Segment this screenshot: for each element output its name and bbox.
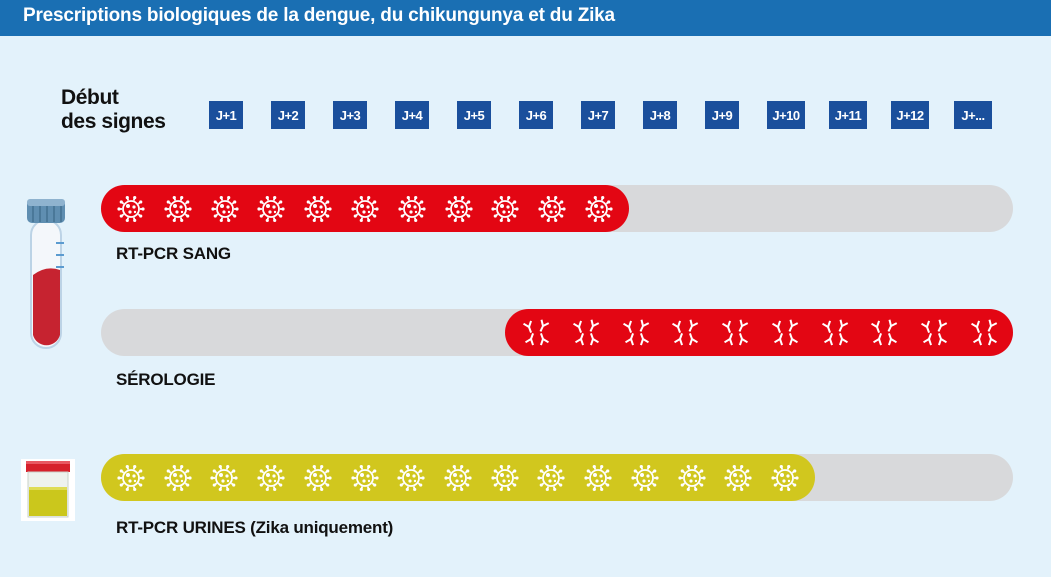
row-label-serologie: SÉROLOGIE	[116, 370, 216, 389]
virus-icon	[350, 464, 379, 492]
start-label-line1: Début	[61, 86, 119, 109]
antibody-icon	[919, 319, 951, 347]
bar-rt-pcr-sang	[101, 185, 629, 232]
virus-icon	[397, 464, 425, 492]
virus-icon	[257, 195, 285, 223]
day-badge: J+2	[271, 101, 305, 129]
day-badge: J+...	[954, 101, 992, 129]
virus-icon	[210, 464, 239, 492]
row-label-rt-pcr-urines: RT-PCR URINES (Zika uniquement)	[116, 518, 394, 537]
bar-serologie	[505, 309, 1013, 356]
virus-icon	[117, 195, 145, 223]
antibody-icon	[621, 319, 653, 347]
day-badge: J+4	[395, 101, 429, 129]
start-label-line2: des signes	[61, 110, 166, 133]
antibody-icon	[820, 319, 852, 347]
day-badge: J+5	[457, 101, 491, 129]
virus-icon	[444, 195, 473, 223]
virus-icon	[537, 464, 566, 492]
virus-icon	[491, 464, 519, 492]
day-badge: J+9	[705, 101, 739, 129]
day-badge: J+1	[209, 101, 243, 129]
virus-icon	[304, 464, 332, 492]
day-badge: J+3	[333, 101, 367, 129]
virus-icon	[117, 464, 145, 492]
antibody-icon	[969, 319, 1001, 347]
virus-icon	[164, 195, 192, 223]
row-label-rt-pcr-sang: RT-PCR SANG	[116, 244, 231, 263]
virus-icon	[164, 464, 192, 492]
virus-icon	[444, 464, 472, 492]
antibody-icon	[670, 319, 702, 347]
day-badge: J+6	[519, 101, 553, 129]
virus-icon	[771, 464, 799, 492]
virus-icon	[351, 195, 379, 223]
urine-cup-icon	[21, 459, 75, 521]
bar-rt-pcr-urines	[101, 454, 815, 501]
virus-icon	[304, 195, 332, 223]
day-badge: J+12	[891, 101, 929, 129]
antibody-icon	[770, 319, 802, 347]
virus-icon	[584, 464, 612, 492]
antibody-icon	[720, 319, 752, 347]
start-label: Début des signes	[61, 86, 201, 134]
virus-icon	[491, 195, 519, 223]
virus-icon	[585, 195, 613, 223]
virus-icon	[210, 195, 239, 223]
antibody-icon	[521, 319, 553, 347]
antibody-icon	[571, 319, 603, 347]
day-badge: J+10	[767, 101, 805, 129]
day-badge: J+11	[829, 101, 867, 129]
day-badge: J+8	[643, 101, 677, 129]
page-title: Prescriptions biologiques de la dengue, …	[23, 5, 615, 26]
virus-icon	[538, 195, 566, 223]
virus-icon	[677, 464, 706, 492]
virus-icon	[631, 464, 659, 492]
virus-icon	[398, 195, 426, 223]
virus-icon	[257, 464, 285, 492]
day-badge: J+7	[581, 101, 615, 129]
blood-tube-icon	[22, 195, 72, 357]
virus-icon	[724, 464, 752, 492]
antibody-icon	[869, 319, 901, 347]
header-bar: Prescriptions biologiques de la dengue, …	[0, 0, 1051, 36]
